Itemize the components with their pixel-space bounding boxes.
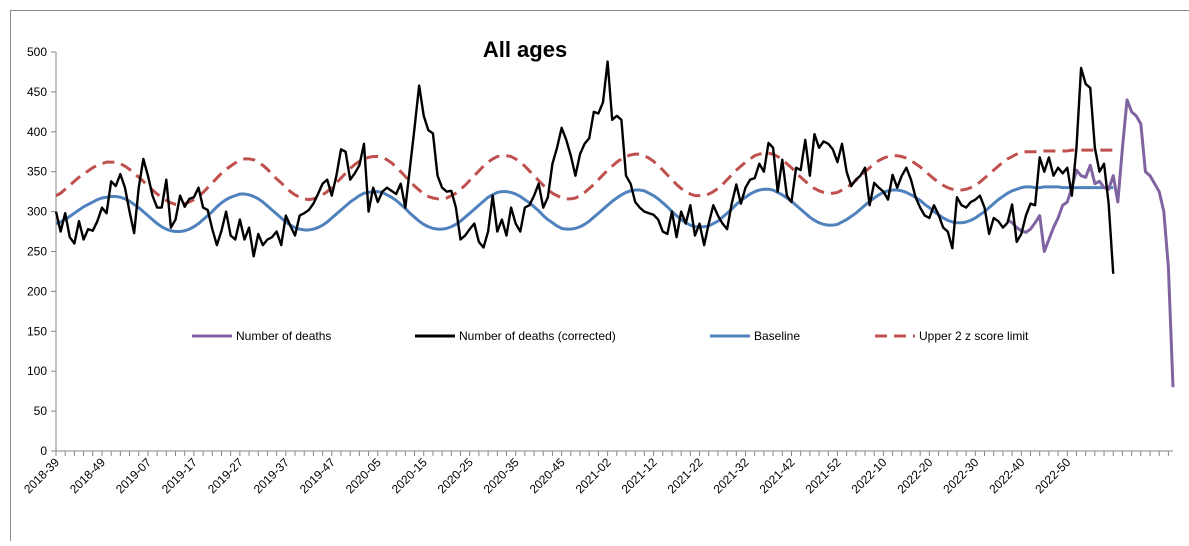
y-tick-label: 50 bbox=[34, 404, 48, 418]
legend-item-deaths: Number of deaths bbox=[192, 329, 331, 343]
x-tick-label: 2020-45 bbox=[527, 455, 568, 496]
x-tick-label: 2021-02 bbox=[573, 455, 614, 496]
y-tick-label: 400 bbox=[27, 125, 47, 139]
y-tick-label: 300 bbox=[27, 205, 47, 219]
series-line-deaths-corrected bbox=[54, 60, 1115, 274]
x-tick-label: 2022-30 bbox=[940, 455, 981, 496]
legend-label: Upper 2 z score limit bbox=[919, 329, 1029, 343]
legend-item-baseline: Baseline bbox=[710, 329, 800, 343]
x-tick-label: 2021-32 bbox=[711, 455, 752, 496]
x-tick-label: 2019-37 bbox=[251, 455, 292, 496]
x-tick-label: 2021-42 bbox=[757, 455, 798, 496]
series-line-deaths bbox=[1006, 98, 1175, 388]
x-tick-label: 2022-40 bbox=[986, 455, 1027, 496]
x-tick-label: 2022-20 bbox=[894, 455, 935, 496]
x-tick-label: 2019-27 bbox=[205, 455, 246, 496]
legend-label: Number of deaths bbox=[236, 329, 331, 343]
y-tick-label: 500 bbox=[27, 45, 47, 59]
y-tick-label: 350 bbox=[27, 165, 47, 179]
y-tick-label: 150 bbox=[27, 324, 47, 338]
legend-item-deaths-corrected: Number of deaths (corrected) bbox=[415, 329, 616, 343]
x-tick-label: 2018-39 bbox=[21, 455, 62, 496]
y-tick-label: 0 bbox=[40, 444, 47, 458]
y-tick-label: 250 bbox=[27, 245, 47, 259]
x-tick-label: 2019-17 bbox=[159, 455, 200, 496]
x-tick-label: 2020-25 bbox=[435, 455, 476, 496]
x-tick-label: 2022-50 bbox=[1032, 455, 1073, 496]
y-tick-label: 100 bbox=[27, 364, 47, 378]
legend-label: Number of deaths (corrected) bbox=[459, 329, 616, 343]
x-tick-label: 2020-35 bbox=[481, 455, 522, 496]
chart-title: All ages bbox=[483, 37, 567, 62]
x-tick-label: 2020-05 bbox=[343, 455, 384, 496]
legend-item-upper-limit: Upper 2 z score limit bbox=[875, 329, 1029, 343]
series-line-upper-limit bbox=[55, 148, 1114, 206]
x-tick-label: 2019-07 bbox=[113, 455, 154, 496]
y-tick-label: 450 bbox=[27, 85, 47, 99]
x-tick-label: 2018-49 bbox=[67, 455, 108, 496]
x-tick-label: 2021-12 bbox=[619, 455, 660, 496]
y-tick-label: 200 bbox=[27, 284, 47, 298]
legend-label: Baseline bbox=[754, 329, 800, 343]
x-tick-label: 2022-10 bbox=[848, 455, 889, 496]
legend-layer: Number of deaths Number of deaths (correc… bbox=[192, 329, 1029, 343]
x-tick-label: 2021-52 bbox=[803, 455, 844, 496]
x-tick-label: 2019-47 bbox=[297, 455, 338, 496]
x-tick-label: 2021-22 bbox=[665, 455, 706, 496]
series-layer bbox=[54, 60, 1175, 388]
x-tick-label: 2020-15 bbox=[389, 455, 430, 496]
